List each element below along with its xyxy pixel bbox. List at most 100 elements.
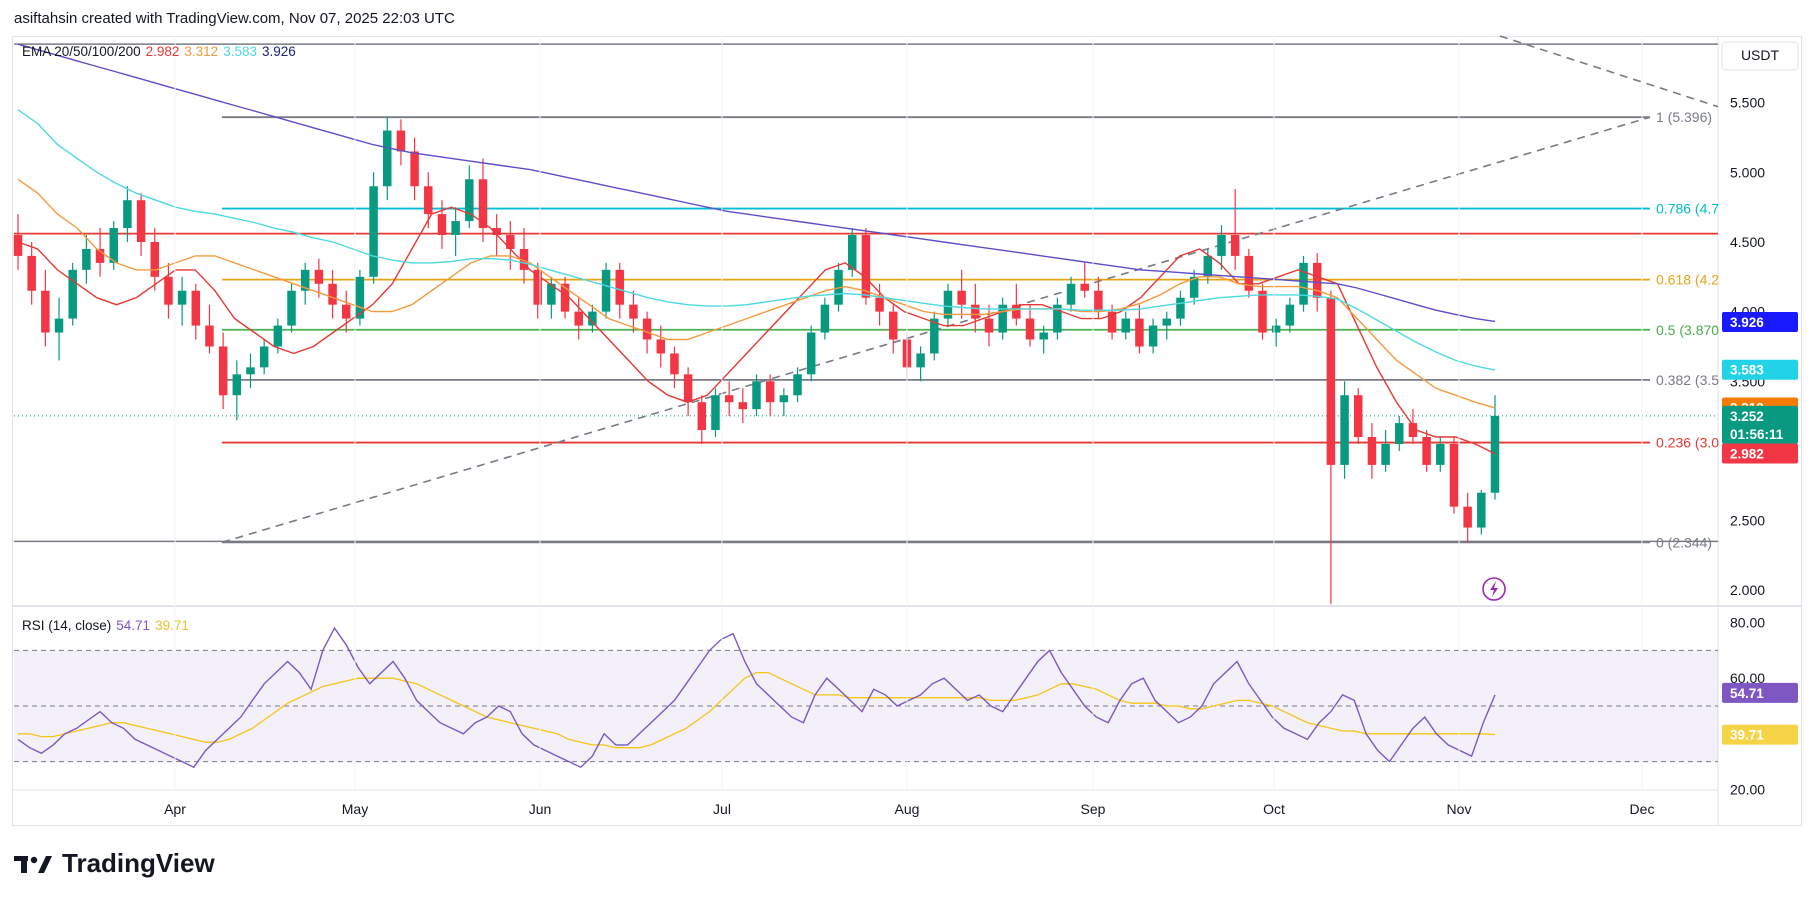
tradingview-brand[interactable]: TradingView: [14, 848, 215, 879]
currency-button: [1721, 41, 1799, 71]
rsi-tag-value: 39.71: [1730, 728, 1764, 743]
candle-body: [287, 290, 296, 326]
candle-body: [1340, 395, 1349, 465]
candle-body: [683, 374, 693, 403]
fib-level-label: 0.618 (4.2: [1656, 272, 1719, 288]
candle-body: [1066, 283, 1076, 305]
candle-body: [1244, 255, 1254, 291]
candle-body: [547, 283, 556, 305]
candle-body: [259, 346, 269, 368]
candle-body: [355, 276, 365, 319]
candle-body: [1449, 443, 1459, 507]
ema200-value: 3.926: [261, 44, 296, 59]
candle-body: [642, 318, 652, 340]
candle-body: [1121, 318, 1130, 333]
ema-legend: EMA 20/50/100/200 2.982 3.312 3.583 3.926: [22, 44, 301, 59]
candle-body: [656, 339, 666, 354]
rsi-tag: [1722, 724, 1798, 745]
lightning-bolt-icon: [1490, 581, 1498, 597]
candle-body: [1354, 395, 1363, 438]
fib-level-label: 0 (2.344): [1656, 534, 1712, 550]
tradingview-logo-icon: [14, 855, 52, 873]
price-tag: [1722, 311, 1798, 332]
rsi-value: 54.71: [116, 618, 151, 633]
candle-body: [506, 235, 515, 249]
candle-body: [724, 395, 734, 403]
candle-body: [971, 304, 980, 319]
candle-body: [68, 269, 77, 319]
fib-level-label: 0.236 (3.0: [1656, 435, 1719, 451]
descending-trendline: [1499, 35, 1719, 108]
candle-body: [930, 318, 939, 354]
candle-body: [1367, 437, 1377, 465]
candle-body: [82, 248, 91, 270]
candle-body: [847, 235, 857, 270]
candle-body: [437, 214, 447, 236]
candle-body: [478, 179, 488, 229]
candle-body: [1395, 423, 1404, 444]
price-tick-label: 5.000: [1730, 164, 1765, 180]
candle-body: [1107, 311, 1117, 333]
time-label: Aug: [895, 801, 920, 817]
candle-body: [601, 269, 611, 312]
ema50-value: 3.312: [184, 44, 219, 59]
ema50-line: [17, 178, 1496, 409]
candle-body: [1039, 332, 1048, 340]
candle-body: [218, 346, 228, 396]
price-tag-value: 3.583: [1730, 363, 1764, 378]
fib-level-label: 0.382 (3.5: [1656, 372, 1719, 388]
countdown-timer: 01:56:11: [1730, 427, 1784, 442]
price-tag: [1722, 443, 1798, 464]
price-tag: [1722, 359, 1798, 380]
candle-body: [711, 395, 720, 431]
candle-body: [314, 269, 324, 284]
candle-body: [1203, 255, 1213, 277]
price-tag-value: 3.926: [1730, 315, 1764, 330]
candle-body: [27, 255, 36, 291]
candle-body: [998, 304, 1007, 333]
candle-body: [738, 402, 748, 410]
candle-body: [1258, 290, 1267, 333]
candle-body: [1148, 325, 1158, 347]
candle-body: [1477, 492, 1486, 528]
candle-body: [943, 290, 953, 319]
rsi-legend-label: RSI (14, close): [22, 618, 112, 633]
candle-body: [273, 325, 283, 347]
candle-body: [697, 402, 707, 431]
candle-body: [1189, 276, 1199, 298]
candle-body: [246, 367, 255, 375]
time-label: Jul: [713, 801, 731, 817]
candle-body: [1436, 443, 1445, 465]
fib-level-label: 1 (5.396): [1656, 109, 1712, 125]
fib-level-label: 0.786 (4.7: [1656, 201, 1719, 217]
candle-body: [875, 297, 884, 312]
time-label: Apr: [164, 801, 186, 817]
candle-body: [670, 353, 679, 375]
ema100-value: 3.583: [223, 44, 257, 59]
candle-body: [109, 228, 118, 263]
candle-body: [984, 318, 994, 333]
candle-body: [341, 304, 351, 319]
candle-body: [396, 130, 406, 152]
candle-body: [328, 283, 337, 305]
candle-body: [492, 228, 501, 236]
ema200-line: [17, 43, 1496, 323]
candle-body: [177, 290, 187, 305]
time-label: Oct: [1263, 801, 1285, 817]
candle-body: [1217, 235, 1226, 256]
candle-body: [424, 186, 433, 215]
rsi-tag: [1722, 682, 1798, 703]
candle-body: [779, 395, 789, 403]
candle-body: [1299, 262, 1308, 305]
candle-body: [752, 381, 761, 410]
price-tag: [1722, 405, 1798, 444]
candle-body: [1326, 297, 1336, 465]
candle-body: [232, 374, 242, 396]
ema20-line: [17, 206, 1496, 455]
brand-name: TradingView: [62, 848, 215, 878]
candle-body: [957, 290, 966, 305]
candle-body: [1053, 304, 1062, 333]
candle-body: [1285, 304, 1295, 326]
candle-body: [1312, 262, 1322, 298]
